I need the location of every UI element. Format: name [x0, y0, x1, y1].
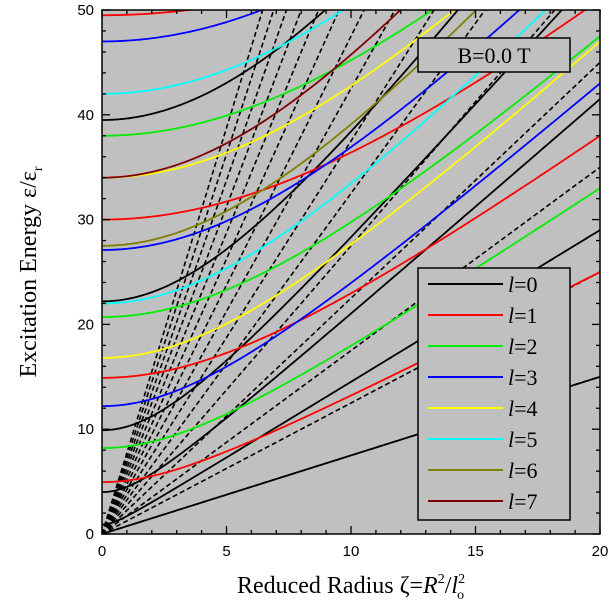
energy-curve [102, 135, 600, 379]
field-annotation: B=0.0 T [417, 37, 571, 73]
legend-label: l=0 [508, 272, 538, 297]
x-tick-label: 5 [222, 543, 230, 560]
energy-curve [102, 35, 600, 318]
asymptote-line [102, 10, 365, 534]
energy-curve [102, 10, 265, 43]
energy-curve [102, 10, 547, 305]
energy-curve [102, 10, 456, 179]
legend-label: l=4 [508, 396, 538, 421]
y-tick-label: 20 [77, 316, 94, 333]
legend-label: l=6 [508, 458, 538, 483]
energy-curve [102, 187, 600, 449]
x-tick-label: 15 [467, 543, 484, 560]
asymptote-line [102, 10, 275, 534]
asymptote-line [102, 10, 396, 534]
asymptote-line [102, 10, 341, 534]
legend-label: l=2 [508, 334, 538, 359]
annotation-box [417, 37, 571, 73]
energy-curve [102, 10, 521, 251]
legend-label: l=5 [508, 427, 538, 452]
y-tick-label: 30 [77, 212, 94, 229]
x-tick-label: 10 [343, 543, 360, 560]
energy-curve [102, 40, 600, 359]
energy-curve [102, 98, 600, 493]
energy-curve [102, 82, 600, 408]
asymptote-line [102, 10, 288, 534]
y-tick-label: 0 [86, 526, 94, 543]
asymptote-line [102, 10, 435, 534]
legend: l=0 l=1 l=2 l=3 l=4 l=5 l=6 l=7 [417, 267, 571, 521]
energy-curve [102, 10, 402, 179]
legend-label: l=7 [508, 489, 538, 514]
energy-curve [102, 10, 327, 121]
asymptote-line [102, 10, 320, 534]
annotation-text: B=0.0 T [457, 43, 531, 68]
asymptote-line [102, 10, 264, 534]
legend-label: l=1 [508, 303, 538, 328]
axis-ticks: 0 5 10 15 20 0 10 20 30 40 50 [77, 2, 608, 560]
x-axis-title: Reduced Radius ζ=R2/l2 o [237, 572, 465, 603]
y-tick-label: 10 [77, 421, 94, 438]
asymptote-line [102, 10, 487, 534]
x-tick-label: 20 [592, 543, 609, 560]
energy-curve [102, 10, 478, 247]
energy-curve [102, 10, 345, 95]
legend-box [417, 267, 571, 521]
legend-label: l=3 [508, 365, 538, 390]
y-tick-label: 50 [77, 2, 94, 19]
asymptote-line [102, 61, 600, 534]
energy-curve [102, 10, 434, 137]
energy-curve [102, 10, 460, 303]
asymptote-line [102, 166, 600, 534]
y-tick-label: 40 [77, 107, 94, 124]
y-axis-title: Excitation Energy ε/εr [16, 166, 46, 377]
x-tick-label: 0 [98, 543, 106, 560]
asymptote-line [102, 10, 303, 534]
